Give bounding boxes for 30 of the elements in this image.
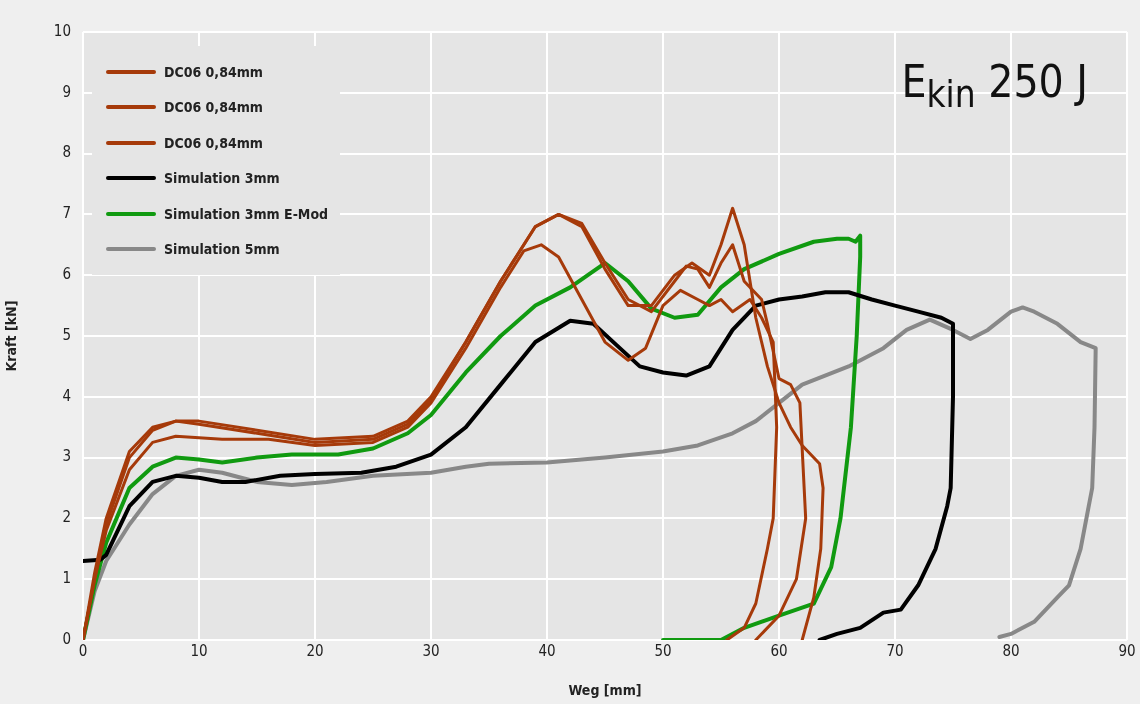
y-tick-label: 8 <box>62 143 71 162</box>
legend-label: DC06 0,84mm <box>164 99 263 116</box>
y-tick-label: 9 <box>62 82 71 101</box>
y-tick-label: 3 <box>62 447 71 466</box>
x-tick-label: 60 <box>770 641 788 660</box>
annotation: E$_{kin}$ 250 J <box>901 56 1088 116</box>
x-axis-title: Weg [mm] <box>568 682 642 699</box>
x-tick-label: 80 <box>1002 641 1020 660</box>
y-tick-label: 6 <box>62 265 71 284</box>
x-tick-label: 30 <box>422 641 440 660</box>
x-tick-label: 20 <box>306 641 324 660</box>
x-tick-label: 0 <box>78 641 88 660</box>
y-axis-title: Kraft [kN] <box>3 300 20 372</box>
y-tick-label: 0 <box>62 629 71 648</box>
x-tick-label: 50 <box>654 641 672 660</box>
x-tick-label: 40 <box>538 641 556 660</box>
y-tick-label: 5 <box>62 325 71 344</box>
legend-label: Simulation 5mm <box>164 241 280 258</box>
x-tick-label: 90 <box>1118 641 1136 660</box>
y-tick-label: 10 <box>53 21 71 40</box>
legend-label: Simulation 3mm <box>164 170 280 187</box>
y-tick-label: 4 <box>62 386 71 405</box>
y-tick-label: 7 <box>62 204 71 223</box>
legend-label: DC06 0,84mm <box>164 63 263 80</box>
legend-label: Simulation 3mm E-Mod <box>164 205 329 222</box>
x-tick-label: 10 <box>190 641 208 660</box>
x-tick-label: 70 <box>886 641 904 660</box>
y-tick-label: 2 <box>62 508 71 527</box>
legend-label: DC06 0,84mm <box>164 134 263 151</box>
y-tick-label: 1 <box>62 569 71 588</box>
